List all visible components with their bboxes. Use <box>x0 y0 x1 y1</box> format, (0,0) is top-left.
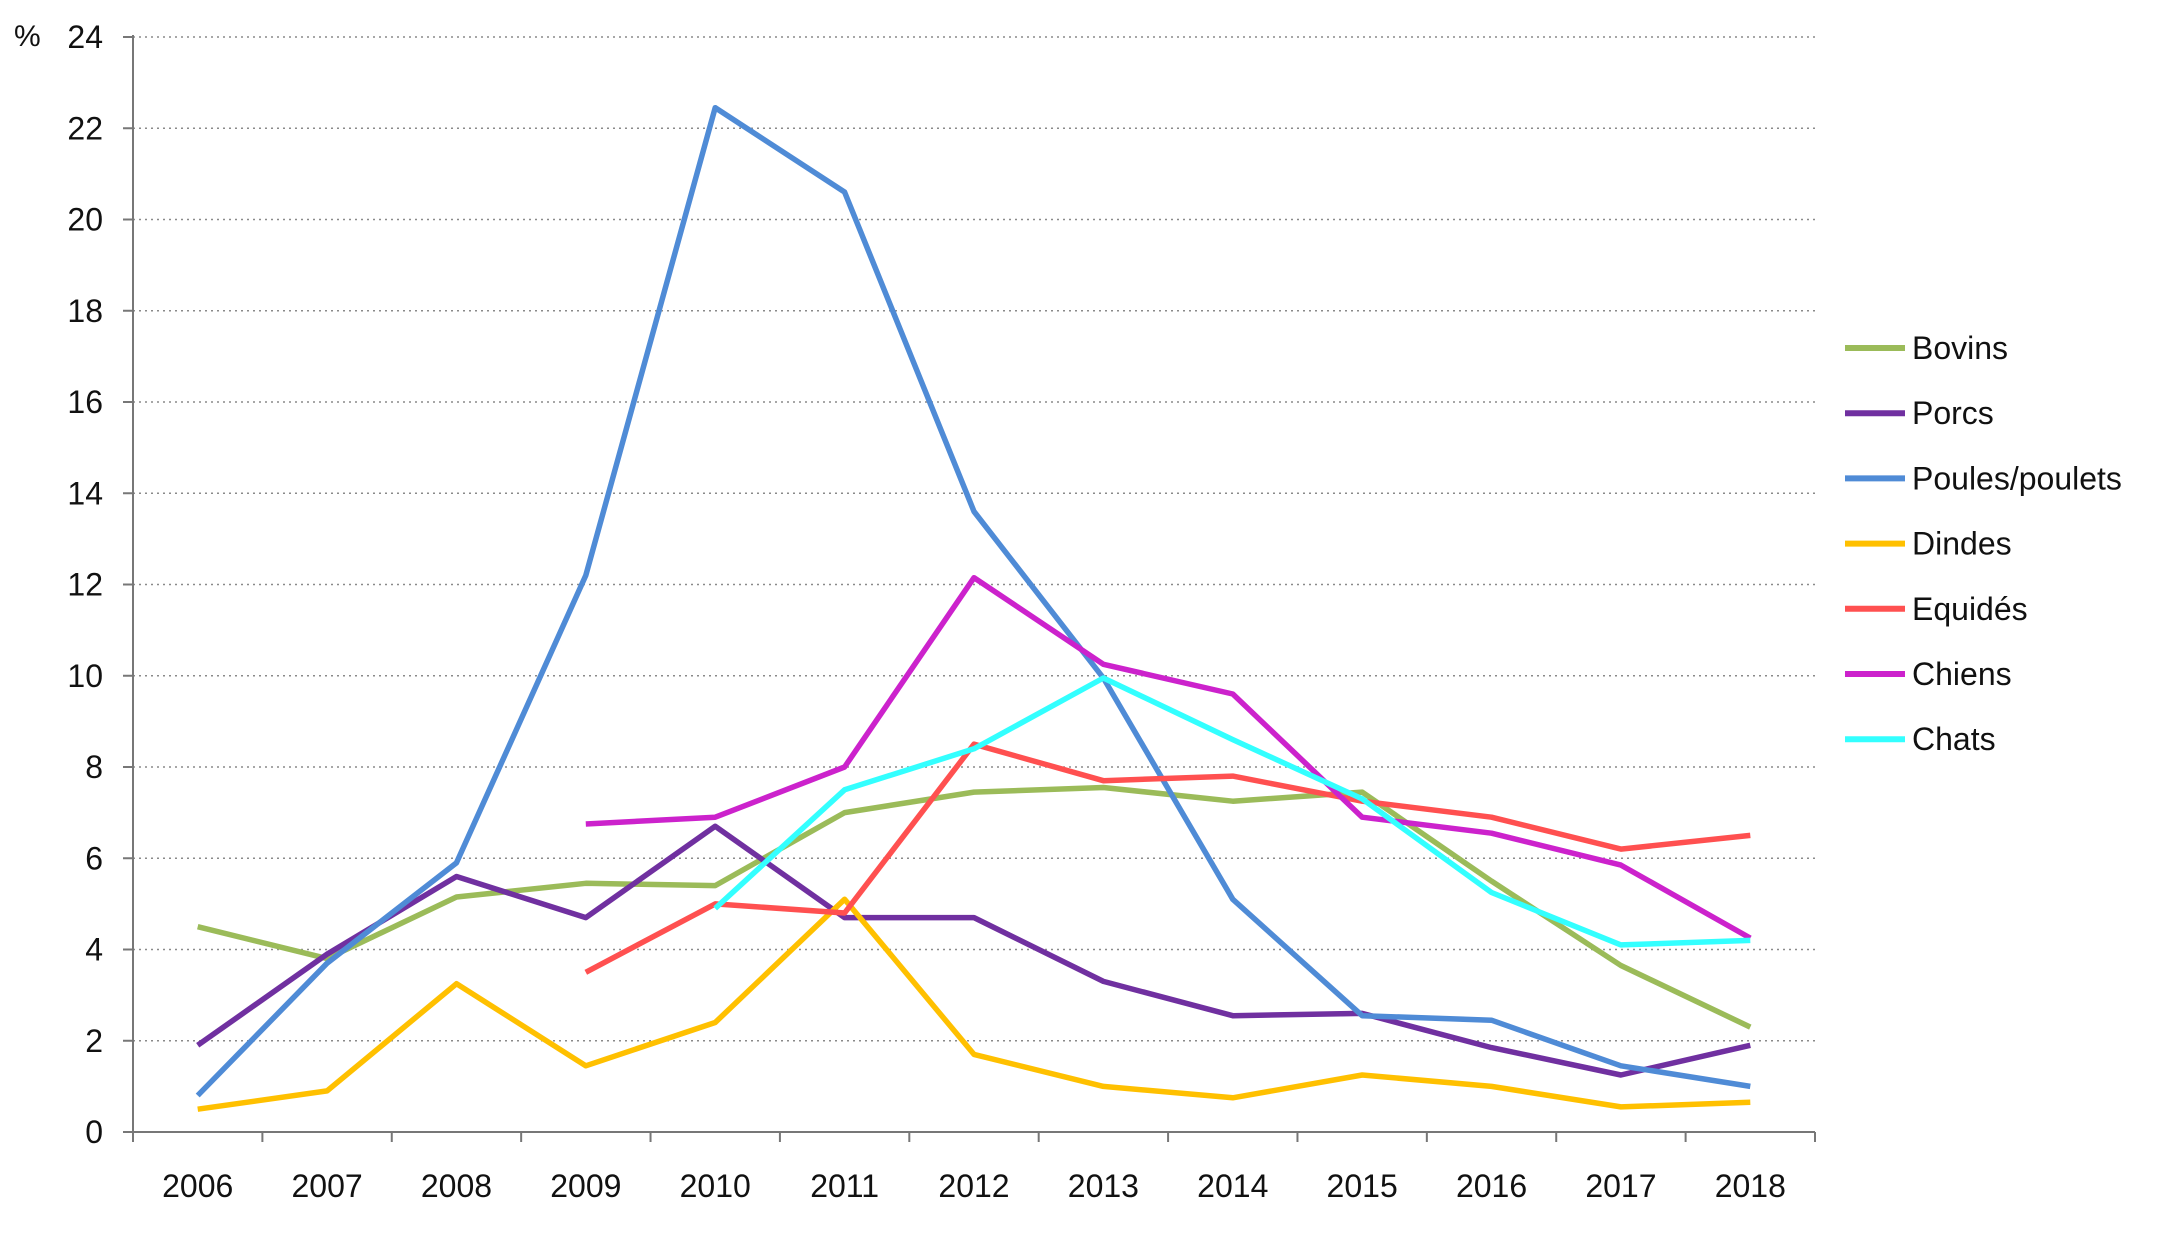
x-tick-label: 2015 <box>1327 1168 1398 1204</box>
series-line-chiens <box>585 574 1752 941</box>
x-tick-label: 2013 <box>1068 1168 1139 1204</box>
series-lines <box>195 104 1752 1112</box>
y-tick-label: 6 <box>85 840 103 876</box>
legend-label-poules-poulets: Poules/poulets <box>1912 460 2122 496</box>
x-tick-label: 2016 <box>1456 1168 1527 1204</box>
y-tick-label: 12 <box>67 567 103 603</box>
x-tick-label: 2017 <box>1585 1168 1656 1204</box>
y-tick-label: 8 <box>85 749 103 785</box>
legend-label-porcs: Porcs <box>1912 395 1994 431</box>
legend-label-equid-s: Equidés <box>1912 591 2028 627</box>
y-tick-label: 4 <box>85 932 103 968</box>
x-tick-label: 2012 <box>938 1168 1009 1204</box>
x-tick-label: 2018 <box>1715 1168 1786 1204</box>
series-line-dindes <box>197 896 1751 1112</box>
y-unit-label: % <box>14 20 41 53</box>
y-tick-label: 20 <box>67 202 103 238</box>
x-tick-label: 2010 <box>680 1168 751 1204</box>
y-tick-label: 22 <box>67 110 103 146</box>
y-tick-label: 0 <box>85 1114 103 1150</box>
axes <box>123 35 1816 1142</box>
legend-label-chats: Chats <box>1912 721 1996 757</box>
x-tick-labels: 2006 2007 2008 2009 2010 2011 2012 2013 2014 2015… <box>162 1168 1786 1204</box>
legend-label-chiens: Chiens <box>1912 656 2012 692</box>
x-tick-label: 2008 <box>421 1168 492 1204</box>
x-tick-label: 2009 <box>550 1168 621 1204</box>
y-tick-label: 2 <box>85 1023 103 1059</box>
grid-lines <box>133 36 1815 1042</box>
x-tick-label: 2011 <box>810 1168 879 1204</box>
series-line-porcs <box>196 823 1751 1078</box>
legend-label-bovins: Bovins <box>1912 330 2008 366</box>
series-line-chats <box>713 675 1751 948</box>
y-tick-label: 10 <box>67 658 103 694</box>
y-tick-label: 18 <box>67 293 103 329</box>
series-line-poules-poulets <box>195 104 1751 1098</box>
y-tick-label: 24 <box>67 19 103 55</box>
series-line-equid-s <box>584 741 1751 975</box>
legend: Bovins Porcs Poules/poulets Dindes Equidés Ch… <box>1845 330 2122 757</box>
legend-label-dindes: Dindes <box>1912 526 2012 562</box>
x-tick-label: 2007 <box>291 1168 362 1204</box>
y-tick-label: 16 <box>67 384 103 420</box>
series-line-bovins <box>197 784 1752 1030</box>
y-tick-label: 14 <box>67 475 103 511</box>
x-tick-label: 2014 <box>1197 1168 1268 1204</box>
x-tick-label: 2006 <box>162 1168 233 1204</box>
